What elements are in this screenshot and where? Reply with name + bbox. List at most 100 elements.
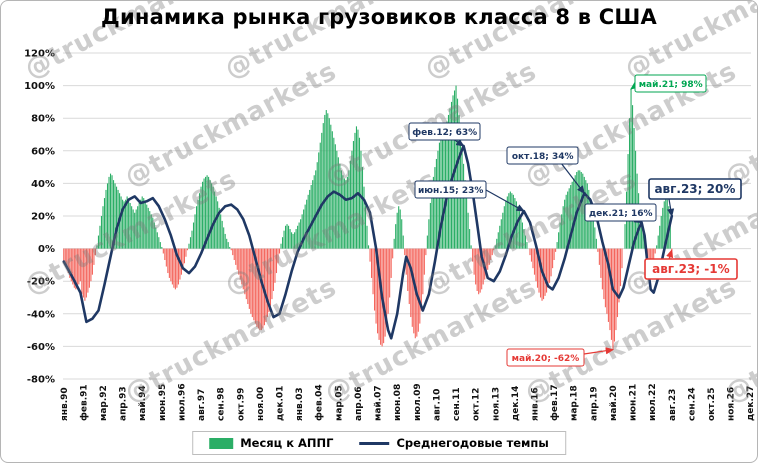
bar	[607, 248, 609, 322]
bar	[116, 186, 118, 249]
bar	[579, 170, 581, 249]
bar	[517, 206, 519, 249]
bar	[633, 127, 635, 249]
bar	[105, 189, 107, 249]
bar	[162, 248, 164, 254]
bar	[613, 248, 616, 342]
bar	[147, 207, 149, 249]
bar	[426, 235, 428, 249]
bar	[384, 248, 386, 337]
bar	[66, 248, 68, 269]
bar	[327, 113, 329, 249]
annotation-label: июн.15; 23%	[418, 186, 484, 196]
y-tick-label: -20%	[27, 277, 55, 288]
bar	[420, 248, 422, 311]
bar	[496, 238, 498, 249]
bar	[553, 248, 555, 261]
bar	[342, 175, 344, 249]
bar	[288, 225, 290, 249]
bar	[621, 248, 623, 269]
bar	[535, 248, 537, 282]
bar	[367, 245, 370, 249]
bar	[598, 248, 600, 265]
bar	[123, 201, 125, 249]
bar	[112, 180, 115, 249]
bar	[251, 248, 253, 318]
bar	[354, 132, 356, 249]
chart-annotation: май.20; -62%	[506, 348, 585, 367]
x-tick-label: апр.06	[354, 386, 364, 421]
bar	[469, 229, 471, 249]
bar	[651, 248, 653, 265]
bar	[185, 248, 187, 257]
bar	[573, 178, 575, 249]
bar	[224, 233, 226, 249]
bar	[239, 248, 241, 280]
x-tick-label: фев.91	[79, 384, 89, 421]
bar	[497, 232, 499, 249]
bar	[339, 163, 341, 249]
chart-annotation: дек.21; 16%	[584, 203, 657, 222]
bar	[472, 248, 474, 262]
bar	[260, 248, 262, 331]
bar	[277, 248, 279, 264]
x-tick-label: дек.14	[511, 386, 521, 421]
bar	[122, 199, 124, 249]
bar	[476, 248, 478, 291]
bar	[247, 248, 249, 305]
bar	[140, 199, 142, 249]
bar	[272, 248, 275, 291]
bar	[72, 248, 74, 285]
bar	[659, 225, 661, 249]
bar	[546, 248, 548, 293]
bar	[604, 248, 606, 308]
bar	[144, 201, 146, 249]
bar	[429, 202, 431, 249]
bar	[93, 248, 95, 265]
bar	[481, 248, 483, 290]
bar	[265, 248, 267, 322]
bar	[70, 248, 72, 282]
bar	[211, 183, 213, 249]
x-tick-label: окт.12	[472, 388, 482, 421]
bar	[536, 248, 539, 288]
bar	[310, 185, 312, 249]
bar	[325, 110, 327, 249]
bar	[618, 248, 620, 303]
bar	[334, 144, 336, 249]
bar	[615, 248, 617, 331]
bar	[278, 248, 281, 254]
bar	[345, 180, 347, 249]
bar	[346, 176, 348, 249]
bar	[176, 248, 178, 288]
bar	[619, 248, 622, 287]
bar	[520, 216, 522, 249]
bar	[529, 248, 531, 256]
bar	[138, 202, 140, 249]
bar	[419, 248, 421, 324]
bar	[574, 175, 576, 249]
y-axis-labels: 120% 100% 80% 60% 40% 20% 0% -20% -40% -60% -80%	[24, 49, 55, 386]
bar	[508, 193, 510, 249]
bar	[511, 193, 513, 249]
bar	[73, 248, 75, 288]
annotation-box	[648, 178, 742, 200]
bar	[137, 206, 139, 249]
bar	[152, 217, 154, 249]
bar	[432, 176, 434, 249]
bar	[628, 118, 631, 249]
bar	[669, 224, 671, 249]
bar	[544, 248, 546, 296]
x-tick-label: май.07	[374, 385, 384, 421]
bar	[547, 248, 549, 288]
bar	[654, 248, 656, 254]
bar	[632, 105, 634, 249]
chart-legend: Месяц к АППГ Среднегодовые темпы	[192, 431, 566, 455]
bar	[321, 132, 323, 249]
bar	[589, 198, 591, 249]
bar	[90, 248, 92, 282]
x-tick-label: окт.99	[236, 388, 246, 421]
bar	[126, 196, 128, 249]
bar	[488, 248, 490, 265]
